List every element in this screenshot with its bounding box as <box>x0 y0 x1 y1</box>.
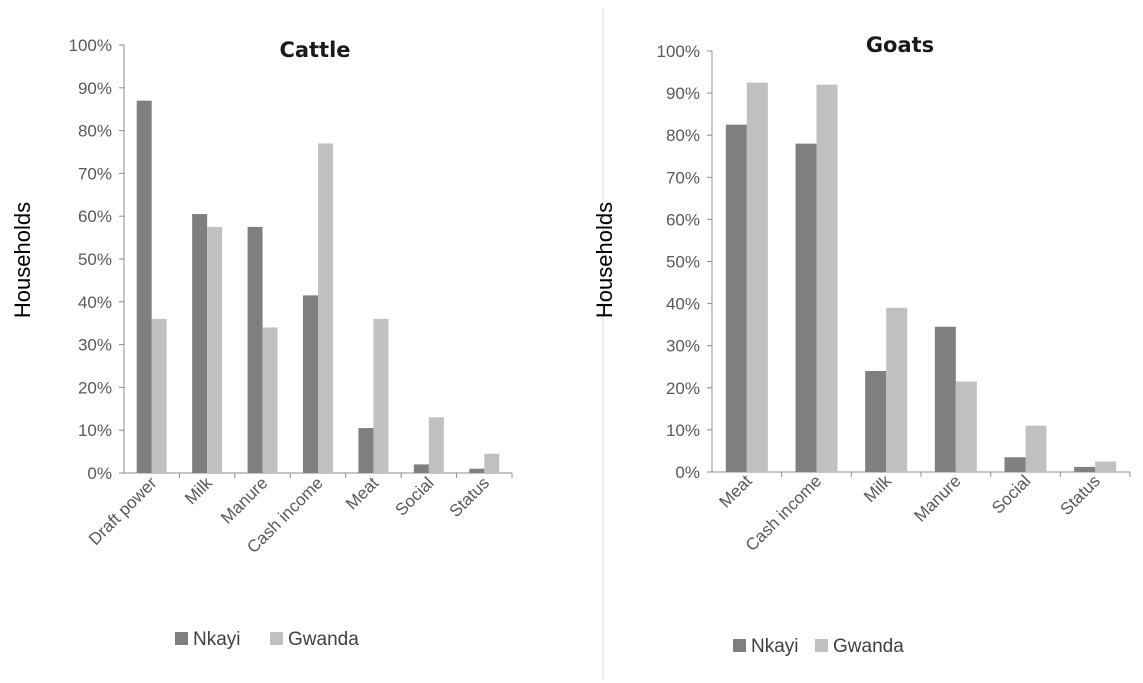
y-tick-label: 60% <box>78 207 112 226</box>
bar-gwanda-draft-power <box>151 318 167 473</box>
bar-nkayi-meat <box>725 124 747 473</box>
bar-nkayi-manure <box>934 326 956 472</box>
y-tick-label: 70% <box>78 164 112 183</box>
x-category-label: Status <box>1056 471 1104 519</box>
legend-swatch-nkayi <box>733 639 746 652</box>
bar-nkayi-status <box>469 468 485 473</box>
bar-nkayi-draft-power <box>136 100 152 473</box>
x-category-label: Milk <box>860 471 895 506</box>
x-category-label: Status <box>446 473 494 521</box>
y-tick-label: 50% <box>666 253 700 272</box>
x-category-label: Meat <box>342 473 382 513</box>
bar-gwanda-meat <box>373 318 389 473</box>
y-tick-label: 100% <box>69 36 112 55</box>
y-tick-label: 90% <box>666 84 700 103</box>
bar-gwanda-manure <box>955 381 977 472</box>
y-tick-label: 40% <box>666 295 700 314</box>
bar-nkayi-milk <box>865 370 887 472</box>
legend-swatch-gwanda <box>815 639 828 652</box>
bar-gwanda-milk <box>886 307 908 472</box>
bar-gwanda-cash-income <box>816 84 838 473</box>
bar-gwanda-cash-income <box>318 143 333 473</box>
y-tick-label: 30% <box>666 337 700 356</box>
bar-nkayi-status <box>1074 466 1096 472</box>
y-tick-label: 60% <box>666 210 700 229</box>
legend-label: Nkayi <box>751 636 799 657</box>
x-category-label: Draft power <box>85 473 161 549</box>
x-category-label: Social <box>392 473 438 519</box>
x-category-label: Milk <box>181 473 216 508</box>
y-tick-label: 40% <box>78 293 112 312</box>
bar-nkayi-manure <box>247 226 263 473</box>
bar-gwanda-meat <box>746 82 768 472</box>
bar-gwanda-social <box>428 417 444 473</box>
y-tick-label: 20% <box>78 378 112 397</box>
y-tick-label: 30% <box>78 336 112 355</box>
bar-nkayi-milk <box>192 214 208 473</box>
x-category-label: Manure <box>217 473 271 527</box>
bar-gwanda-status <box>1095 461 1117 472</box>
bar-gwanda-manure <box>262 327 278 473</box>
y-axis-label: Households <box>592 202 617 318</box>
y-tick-label: 90% <box>78 79 112 98</box>
x-category-label: Manure <box>910 471 964 525</box>
legend-label: Nkayi <box>193 629 241 650</box>
y-tick-label: 70% <box>666 168 700 187</box>
chart-title: Goats <box>866 33 934 57</box>
y-tick-label: 10% <box>78 421 112 440</box>
y-tick-label: 10% <box>666 421 700 440</box>
goats-chart: 0%10%20%30%40%50%60%70%80%90%100%MeatCas… <box>592 33 1131 657</box>
cattle-chart: 0% 10% 20% 30% 40% 50% 60% 70% 80% 90% 100% Draft p… <box>10 36 513 650</box>
bar-nkayi-cash-income <box>795 143 817 472</box>
bar-nkayi-meat <box>358 428 374 473</box>
legend-label: Gwanda <box>288 629 359 650</box>
bar-gwanda-status <box>484 453 500 473</box>
y-tick-label: 80% <box>78 122 112 141</box>
x-category-label: Social <box>988 471 1034 517</box>
bar-gwanda-milk <box>207 226 223 473</box>
x-category-label: Meat <box>716 471 756 511</box>
y-tick-label: 0% <box>675 463 700 482</box>
y-tick-label: 0% <box>87 464 112 483</box>
y-tick-label: 100% <box>657 42 700 61</box>
y-tick-label: 20% <box>666 379 700 398</box>
legend-label: Gwanda <box>833 636 904 657</box>
y-axis-label: Households <box>10 202 35 318</box>
legend-swatch-nkayi <box>175 632 188 645</box>
legend-swatch-gwanda <box>270 632 283 645</box>
y-tick-label: 80% <box>666 126 700 145</box>
chart-title: Cattle <box>279 38 350 62</box>
y-tick-label: 50% <box>78 250 112 269</box>
bar-nkayi-social <box>413 464 429 473</box>
bar-gwanda-social <box>1025 425 1047 472</box>
bar-nkayi-cash-income <box>303 295 318 473</box>
bar-nkayi-social <box>1004 457 1026 472</box>
